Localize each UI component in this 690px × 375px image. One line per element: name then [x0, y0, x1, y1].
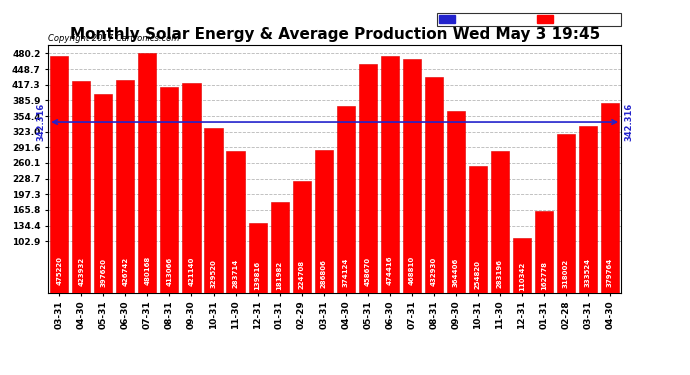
- Text: 333524: 333524: [585, 258, 591, 288]
- Title: Monthly Solar Energy & Average Production Wed May 3 19:45: Monthly Solar Energy & Average Productio…: [70, 27, 600, 42]
- Text: 474416: 474416: [386, 256, 393, 285]
- Text: 283196: 283196: [497, 259, 503, 288]
- Text: 480168: 480168: [144, 256, 150, 285]
- Text: 421140: 421140: [188, 257, 195, 286]
- Text: Copyright 2017 Cartronics.com: Copyright 2017 Cartronics.com: [48, 33, 179, 42]
- Bar: [469, 166, 487, 292]
- Bar: [248, 223, 266, 292]
- Text: 413066: 413066: [166, 257, 172, 286]
- Bar: [182, 83, 201, 292]
- Text: 342.316: 342.316: [624, 103, 633, 141]
- Bar: [50, 56, 68, 292]
- Text: 162778: 162778: [541, 261, 547, 290]
- Text: 110342: 110342: [519, 261, 525, 291]
- Text: 139816: 139816: [255, 261, 261, 290]
- Bar: [403, 59, 421, 292]
- Bar: [139, 53, 157, 292]
- Text: 426742: 426742: [122, 257, 128, 286]
- Text: 181982: 181982: [277, 261, 283, 290]
- Text: 475220: 475220: [57, 256, 62, 285]
- Bar: [95, 94, 112, 292]
- Bar: [446, 111, 465, 292]
- Bar: [535, 211, 553, 292]
- Bar: [557, 134, 575, 292]
- Text: 468810: 468810: [408, 256, 415, 285]
- Bar: [270, 202, 288, 292]
- Text: 283714: 283714: [233, 259, 239, 288]
- Bar: [337, 106, 355, 292]
- Text: 224708: 224708: [299, 260, 304, 289]
- Bar: [359, 64, 377, 292]
- Text: 342.316: 342.316: [36, 103, 45, 141]
- Bar: [513, 237, 531, 292]
- Bar: [72, 81, 90, 292]
- Legend: Average (kWh), Daily  (kWh): Average (kWh), Daily (kWh): [437, 13, 621, 26]
- Bar: [226, 151, 244, 292]
- Text: 318002: 318002: [563, 259, 569, 288]
- Bar: [491, 152, 509, 292]
- Bar: [204, 128, 223, 292]
- Text: 374124: 374124: [343, 258, 348, 287]
- Text: 423932: 423932: [79, 257, 84, 286]
- Bar: [601, 104, 619, 292]
- Text: 254820: 254820: [475, 260, 481, 289]
- Bar: [293, 181, 310, 292]
- Bar: [579, 126, 597, 292]
- Text: 379764: 379764: [607, 258, 613, 287]
- Text: 364406: 364406: [453, 258, 459, 287]
- Bar: [117, 80, 135, 292]
- Text: 432930: 432930: [431, 257, 437, 286]
- Bar: [315, 150, 333, 292]
- Bar: [425, 77, 443, 292]
- Bar: [381, 56, 399, 292]
- Text: 397620: 397620: [100, 258, 106, 286]
- Text: 286806: 286806: [321, 259, 326, 288]
- Text: 329520: 329520: [210, 259, 217, 288]
- Text: 458670: 458670: [365, 256, 371, 286]
- Bar: [160, 87, 179, 292]
